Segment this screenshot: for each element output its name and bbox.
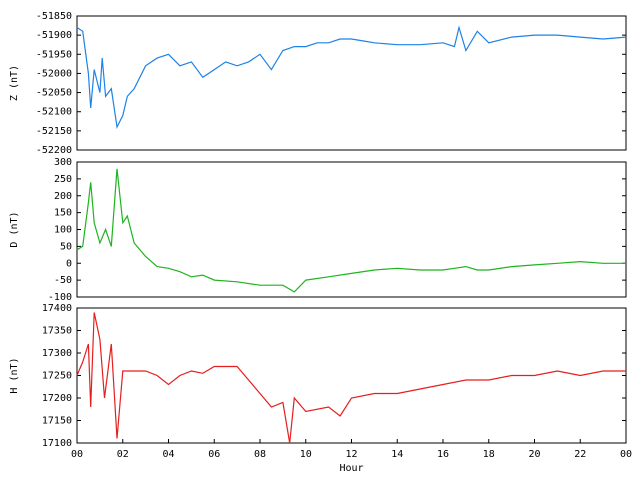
y-axis-label: H (nT) bbox=[9, 357, 20, 393]
y-tick-label: 17250 bbox=[42, 371, 72, 382]
y-axis-label: D (nT) bbox=[9, 211, 20, 247]
x-tick-label: 22 bbox=[574, 449, 586, 460]
y-tick-label: 200 bbox=[54, 191, 72, 202]
y-tick-label: -100 bbox=[48, 292, 72, 303]
y-tick-label: -52000 bbox=[36, 68, 72, 79]
y-tick-label: 250 bbox=[54, 174, 72, 185]
y-tick-label: 0 bbox=[66, 258, 72, 269]
y-tick-label: -52100 bbox=[36, 107, 72, 118]
y-tick-label: -50 bbox=[54, 275, 72, 286]
x-tick-label: 02 bbox=[117, 449, 129, 460]
x-tick-label: 18 bbox=[483, 449, 495, 460]
y-axis-label: Z (nT) bbox=[9, 65, 20, 101]
data-line bbox=[76, 312, 626, 444]
x-tick-label: 06 bbox=[208, 449, 220, 460]
y-tick-label: 17200 bbox=[42, 393, 72, 404]
x-axis-label: Hour bbox=[339, 463, 363, 474]
x-tick-label: 16 bbox=[437, 449, 449, 460]
y-tick-label: 50 bbox=[60, 241, 72, 252]
x-tick-label: 12 bbox=[345, 449, 357, 460]
y-tick-label: 150 bbox=[54, 208, 72, 219]
y-tick-label: 17300 bbox=[42, 348, 72, 359]
x-tick-label: 14 bbox=[391, 449, 403, 460]
y-tick-label: -52150 bbox=[36, 126, 72, 137]
x-tick-label: 04 bbox=[162, 449, 174, 460]
y-tick-label: 17400 bbox=[42, 303, 72, 314]
data-line bbox=[76, 168, 626, 293]
y-tick-label: 17100 bbox=[42, 438, 72, 449]
y-tick-label: -52200 bbox=[36, 145, 72, 156]
x-tick-label: 08 bbox=[254, 449, 266, 460]
y-tick-label: -51900 bbox=[36, 30, 72, 41]
y-tick-label: 300 bbox=[54, 157, 72, 168]
x-tick-label: 10 bbox=[300, 449, 312, 460]
plot-frame bbox=[76, 15, 627, 151]
x-tick-label: 00 bbox=[620, 449, 632, 460]
plot-frame bbox=[76, 307, 627, 444]
plot-frame bbox=[76, 161, 627, 298]
y-tick-label: 17350 bbox=[42, 326, 72, 337]
x-tick-label: 20 bbox=[528, 449, 540, 460]
y-tick-label: -51950 bbox=[36, 49, 72, 60]
x-tick-label: 00 bbox=[71, 449, 83, 460]
y-tick-label: -52050 bbox=[36, 88, 72, 99]
y-tick-label: 17150 bbox=[42, 416, 72, 427]
data-line bbox=[76, 25, 627, 129]
y-tick-label: -51850 bbox=[36, 11, 72, 22]
y-tick-label: 100 bbox=[54, 225, 72, 236]
